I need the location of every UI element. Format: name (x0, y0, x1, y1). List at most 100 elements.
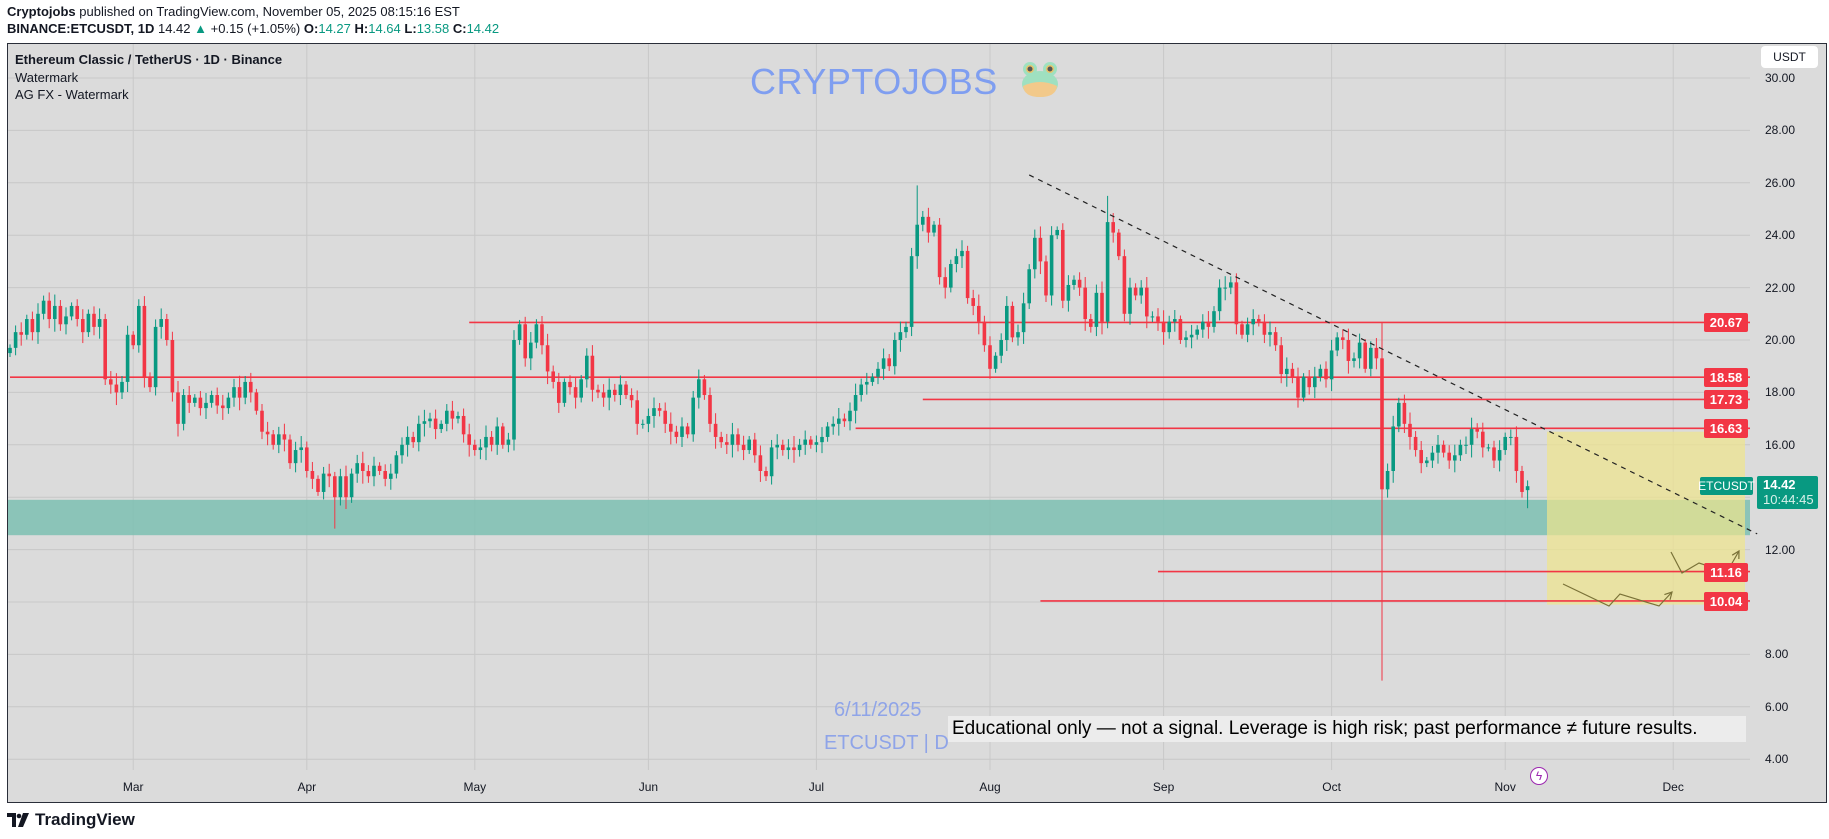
candle-body (1038, 237, 1043, 262)
candle-body (1441, 444, 1446, 453)
time-tick: Sep (1152, 780, 1175, 794)
candle-body (1128, 287, 1132, 314)
candle-body (69, 305, 74, 317)
price-tick: 8.00 (1765, 647, 1789, 662)
candle-body (47, 300, 51, 320)
candle-body (1072, 279, 1076, 285)
candle-body (859, 384, 863, 396)
candle-body (831, 423, 835, 427)
candle-body (120, 381, 124, 393)
candle-body (870, 376, 875, 382)
projection-path (1562, 583, 1673, 607)
candle-body (887, 358, 891, 367)
candle-body (501, 426, 505, 445)
candle-body (428, 418, 432, 422)
candle-body (557, 381, 561, 403)
candle-body (999, 340, 1003, 356)
candle-body (209, 395, 214, 403)
candle-body (988, 345, 992, 369)
candle-body (1094, 292, 1099, 327)
chart-pane[interactable] (7, 43, 1827, 803)
legend-title[interactable]: Ethereum Classic / TetherUS · 1D · Binan… (15, 52, 283, 67)
candle-body (540, 324, 544, 346)
candle-body (103, 319, 107, 380)
open-label: O: (303, 21, 319, 36)
candle-body (114, 384, 119, 393)
candle-body (1514, 436, 1519, 471)
currency-button[interactable]: USDT (1761, 46, 1818, 68)
candle-body (1111, 222, 1115, 233)
candle-body (1509, 436, 1513, 438)
candle-body (1184, 337, 1188, 340)
candle-body (853, 395, 858, 411)
candle-body (445, 410, 449, 424)
level-price-label: 11.16 (1704, 562, 1748, 582)
candle-body (837, 418, 841, 424)
level-price-label: 16.63 (1704, 419, 1748, 439)
candle-body (702, 379, 707, 396)
candle-body (97, 319, 102, 327)
candle-body (1027, 269, 1031, 304)
candle-body (1301, 376, 1306, 398)
candle-body (299, 447, 303, 451)
candle-body (1010, 305, 1015, 338)
price-tick: 22.00 (1765, 280, 1796, 295)
price-tick: 20.00 (1765, 333, 1796, 347)
candle-body (921, 216, 925, 225)
high-value: 14.64 (368, 21, 401, 36)
published-text: published on TradingView.com, November 0… (79, 4, 460, 19)
candle-body (1346, 340, 1351, 361)
candle-body (1453, 455, 1457, 461)
candle-body (1245, 324, 1250, 335)
candle-body (1464, 444, 1468, 446)
candle-body (131, 334, 135, 346)
high-label: H: (354, 21, 369, 36)
legend-indicator[interactable]: Watermark (15, 70, 79, 85)
candle-body (1234, 282, 1239, 325)
candle-body (607, 389, 611, 398)
candle-body (529, 342, 533, 359)
candle-body (1100, 292, 1104, 322)
candle-body (232, 387, 236, 398)
candle-body (915, 224, 919, 257)
candle-body (1206, 321, 1211, 327)
candle-body (1486, 447, 1491, 449)
candle-body (898, 332, 903, 340)
candle-body (25, 319, 29, 335)
watermark-brand: CRYPTOJOBS (750, 61, 998, 102)
candle-body (394, 455, 399, 474)
candle-body (193, 397, 197, 403)
arrow-head-icon (1664, 591, 1673, 600)
author[interactable]: Cryptojobs (7, 4, 76, 19)
candle-body (775, 444, 779, 448)
candle-body (1313, 376, 1317, 388)
candle-body (1212, 311, 1216, 327)
candle-body (187, 395, 191, 403)
candle-body (601, 392, 606, 398)
candle-body (1475, 429, 1479, 432)
legend-indicator[interactable]: AG FX - Watermark (15, 87, 129, 102)
candle-body (512, 340, 516, 440)
candle-body (181, 395, 186, 424)
candle-body (1049, 235, 1054, 296)
candle-body (1397, 402, 1401, 427)
candle-body (803, 439, 807, 445)
candle-body (271, 434, 275, 445)
candle-body (1083, 287, 1087, 320)
candle-body (848, 410, 852, 422)
candle-body (439, 423, 443, 430)
candle-body (1005, 305, 1009, 340)
tradingview-logo[interactable]: TradingView (7, 810, 135, 830)
candle-body (1285, 368, 1289, 375)
candle-body (691, 397, 695, 435)
candle-body (30, 319, 35, 333)
candle-body (417, 423, 421, 443)
low-value: 13.58 (416, 21, 450, 36)
candle-body (579, 379, 583, 398)
time-tick: Nov (1494, 780, 1516, 794)
candle-body (1447, 452, 1451, 461)
candle-body (389, 473, 393, 479)
last-price-symbol-tag: ETCUSDT (1698, 477, 1755, 495)
lightning-icon[interactable]: ϟ (1530, 767, 1548, 785)
